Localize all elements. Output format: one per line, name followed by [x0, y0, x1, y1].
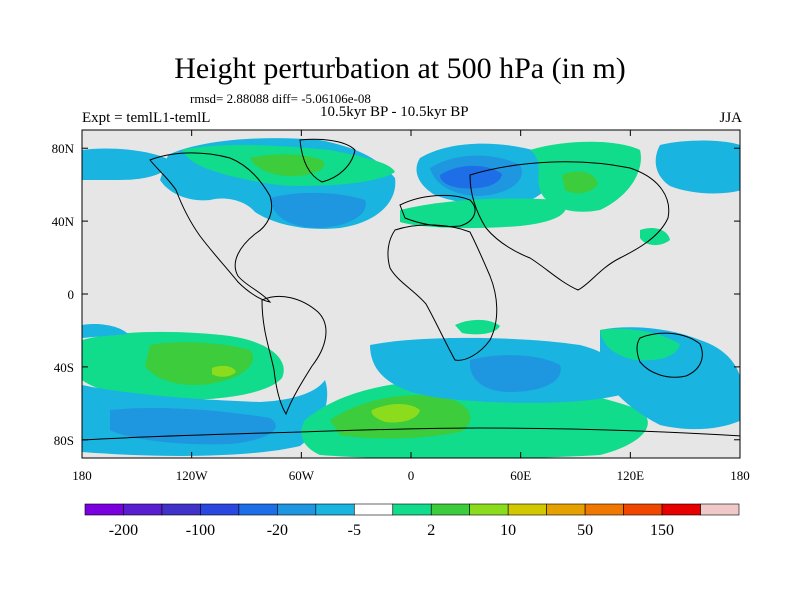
x-tick-label: 120E — [617, 468, 645, 483]
anomaly-region — [400, 198, 566, 229]
colorbar-segment — [238, 503, 278, 516]
anomaly-field — [82, 138, 740, 458]
colorbar-segment — [353, 503, 394, 516]
colorbar-segment — [700, 503, 740, 516]
asia-outline — [469, 161, 670, 291]
anomaly-region — [469, 355, 561, 392]
south-america-outline — [261, 296, 327, 416]
experiment-label: Expt = temlL1-temlL — [82, 110, 211, 126]
anomaly-region — [212, 365, 236, 377]
anomaly-region — [270, 192, 366, 228]
colorbar-label: 50 — [577, 522, 593, 539]
anomaly-region — [110, 407, 276, 445]
antarctica-outline — [82, 427, 740, 441]
north-america-outline — [149, 152, 273, 303]
colorbar-segment — [200, 503, 240, 516]
colorbar-segment — [315, 503, 355, 516]
colorbar-label: 10 — [500, 522, 516, 539]
colorbar-label: 150 — [650, 522, 674, 539]
colorbar-segment — [584, 503, 624, 516]
x-tick-label: 60E — [510, 468, 531, 483]
anomaly-region — [82, 324, 128, 338]
colorbar-label: 2 — [427, 522, 435, 539]
y-tick-label: 80S — [54, 433, 74, 448]
colorbar-label: -200 — [109, 522, 138, 539]
colorbar-segment — [469, 503, 509, 516]
anomaly-region — [82, 148, 171, 180]
colorbar-segment — [623, 503, 663, 516]
x-tick-label: 60W — [289, 468, 315, 483]
australia-outline — [636, 332, 703, 378]
greenland-outline — [299, 138, 356, 183]
colorbar-segment — [123, 503, 163, 516]
anomaly-region — [371, 404, 420, 423]
anomaly-region — [640, 228, 670, 246]
anomaly-region — [562, 171, 598, 194]
colorbar-label: -5 — [348, 522, 361, 539]
africa-outline — [387, 224, 498, 361]
x-tick-label: 0 — [408, 468, 415, 483]
y-tick-label: 0 — [68, 287, 75, 302]
colorbar-segment — [507, 503, 547, 516]
colorbar: -200 -100 -20 -5 2 10 50 150 — [84, 503, 740, 539]
colorbar-segment — [84, 503, 124, 516]
x-tick-label: 180 — [72, 468, 92, 483]
colorbar-label: -20 — [267, 522, 288, 539]
anomaly-region — [250, 154, 325, 176]
colorbar-segment — [161, 503, 201, 516]
period-label: 10.5kyr BP - 10.5kyr BP — [320, 104, 469, 120]
chart-title: Height perturbation at 500 hPa (in m) — [174, 52, 626, 85]
colorbar-segment — [546, 503, 586, 516]
anomaly-region — [455, 319, 500, 335]
anomaly-region — [600, 328, 680, 361]
x-tick-label: 120W — [176, 468, 209, 483]
y-tick-label: 80N — [52, 141, 75, 156]
colorbar-label: -100 — [186, 522, 215, 539]
coastlines — [82, 138, 740, 441]
y-tick-label: 40S — [54, 360, 74, 375]
x-tick-label: 180 — [730, 468, 750, 483]
europe-outline — [399, 195, 476, 227]
season-label: JJA — [719, 110, 742, 126]
anomaly-region — [440, 165, 502, 189]
y-tick-label: 40N — [52, 214, 75, 229]
x-axis: 180 120W 60W 0 60E 120E 180 — [72, 130, 750, 483]
stats-line: rmsd= 2.88088 diff= -5.06106e-08 — [190, 91, 371, 106]
colorbar-segment — [392, 503, 432, 516]
anomaly-region — [655, 140, 740, 194]
y-axis: 80N 40N 0 40S 80S — [52, 141, 740, 448]
colorbar-segment — [277, 503, 317, 516]
colorbar-segment — [430, 503, 471, 516]
colorbar-segment — [661, 503, 701, 516]
